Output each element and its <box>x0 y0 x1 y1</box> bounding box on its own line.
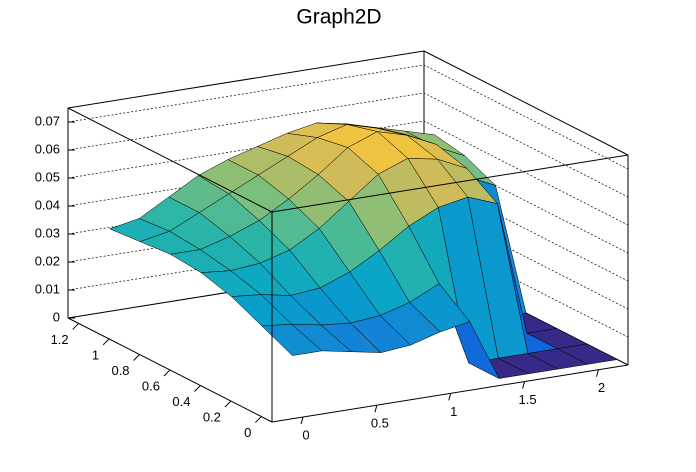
x-tick-label: 2 <box>598 380 605 395</box>
y-tick-label: 0.4 <box>172 394 190 409</box>
z-tick-label: 0.01 <box>35 281 60 296</box>
y-tick <box>102 338 110 346</box>
y-tick-label: 0.8 <box>111 363 129 378</box>
x-tick-label: 1 <box>450 404 457 419</box>
x-tick-label: 1.5 <box>519 392 537 407</box>
y-tick <box>133 354 140 361</box>
x-tick <box>300 416 304 425</box>
x-tick <box>522 381 526 389</box>
y-tick <box>72 323 80 330</box>
y-tick-label: 0.6 <box>142 378 160 393</box>
y-tick-label: 1 <box>92 347 99 362</box>
y-tick-label: 1.2 <box>51 332 69 347</box>
y-tick <box>224 400 232 408</box>
z-tick-label: 0.03 <box>35 225 60 240</box>
box-edge <box>67 50 425 109</box>
box-edge <box>271 154 629 213</box>
y-tick-label: 0.2 <box>203 409 221 424</box>
chart-title: Graph2D <box>296 6 381 29</box>
z-tick-label: 0 <box>53 309 60 324</box>
box-edge <box>423 50 629 156</box>
z-tick-label: 0.04 <box>35 197 60 212</box>
y-tick <box>254 416 262 423</box>
x-tick <box>448 393 452 401</box>
x-tick-label: 0 <box>302 427 309 442</box>
y-tick <box>163 369 171 377</box>
z-tick-label: 0.07 <box>35 113 60 128</box>
z-tick-label: 0.05 <box>35 169 60 184</box>
x-tick <box>374 405 378 413</box>
box-edge <box>271 364 629 423</box>
x-tick-label: 0.5 <box>371 416 389 431</box>
z-tick-label: 0.02 <box>35 253 60 268</box>
box-edge <box>67 107 273 213</box>
z-tick-label: 0.06 <box>35 141 60 156</box>
x-tick <box>595 369 599 377</box>
y-tick <box>194 385 201 392</box>
y-tick-label: 0 <box>244 425 251 440</box>
